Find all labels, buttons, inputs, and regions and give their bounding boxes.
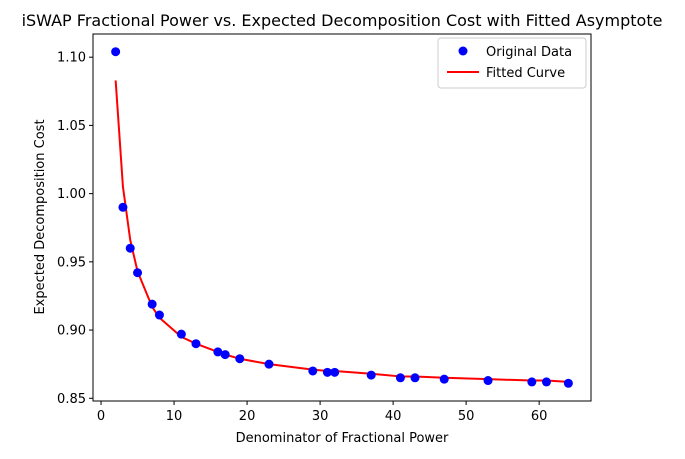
legend: Original Data Fitted Curve: [437, 37, 587, 89]
y-tick-label: 0.95: [57, 255, 86, 270]
legend-box: [437, 37, 587, 89]
data-point: [176, 329, 186, 339]
data-point: [483, 376, 493, 386]
data-point: [264, 359, 274, 369]
y-tick-label: 1.05: [57, 119, 86, 134]
data-point: [213, 347, 223, 357]
y-tick-label: 1.10: [57, 51, 86, 66]
data-point: [308, 366, 318, 376]
data-point: [111, 47, 121, 57]
data-point: [410, 373, 420, 383]
data-point: [563, 378, 573, 388]
y-tick-label: 0.90: [57, 324, 86, 339]
x-tick-label: 40: [385, 409, 402, 424]
series-layer: [111, 47, 573, 388]
x-tick-label: 60: [531, 409, 548, 424]
data-point: [322, 367, 332, 377]
legend-marker-original-data: [458, 46, 468, 56]
data-point: [154, 310, 164, 320]
x-tick-label: 50: [458, 409, 475, 424]
plot-area: 0 10 20 30 40 50 60 0.85 0.90 0.95 1.00 1.05 1.10: [57, 33, 592, 424]
data-point: [118, 202, 128, 212]
x-tick-label: 30: [312, 409, 329, 424]
legend-label-fitted-curve: Fitted Curve: [486, 66, 565, 81]
plot-frame: [92, 33, 592, 402]
x-tick-label: 20: [239, 409, 256, 424]
data-point: [366, 370, 376, 380]
y-axis-ticks: 0.85 0.90 0.95 1.00 1.05 1.10: [57, 51, 93, 407]
data-point: [541, 377, 551, 387]
data-point: [133, 268, 143, 278]
y-tick-label: 0.85: [57, 392, 86, 407]
x-axis-ticks: 0 10 20 30 40 50 60: [97, 401, 548, 424]
x-tick-label: 10: [166, 409, 183, 424]
x-tick-label: 0: [97, 409, 105, 424]
y-axis-label: Expected Decomposition Cost: [33, 119, 48, 314]
y-tick-label: 1.00: [57, 187, 86, 202]
data-point: [395, 373, 405, 383]
data-point: [147, 299, 157, 309]
data-point: [439, 374, 449, 384]
legend-label-original-data: Original Data: [486, 45, 572, 60]
data-point: [125, 243, 135, 253]
data-point: [330, 367, 340, 377]
x-axis-label: Denominator of Fractional Power: [236, 431, 449, 446]
data-point: [235, 354, 245, 364]
data-point: [220, 350, 230, 360]
data-point: [527, 377, 537, 387]
data-point: [191, 339, 201, 349]
chart-title: iSWAP Fractional Power vs. Expected Deco…: [22, 11, 663, 30]
